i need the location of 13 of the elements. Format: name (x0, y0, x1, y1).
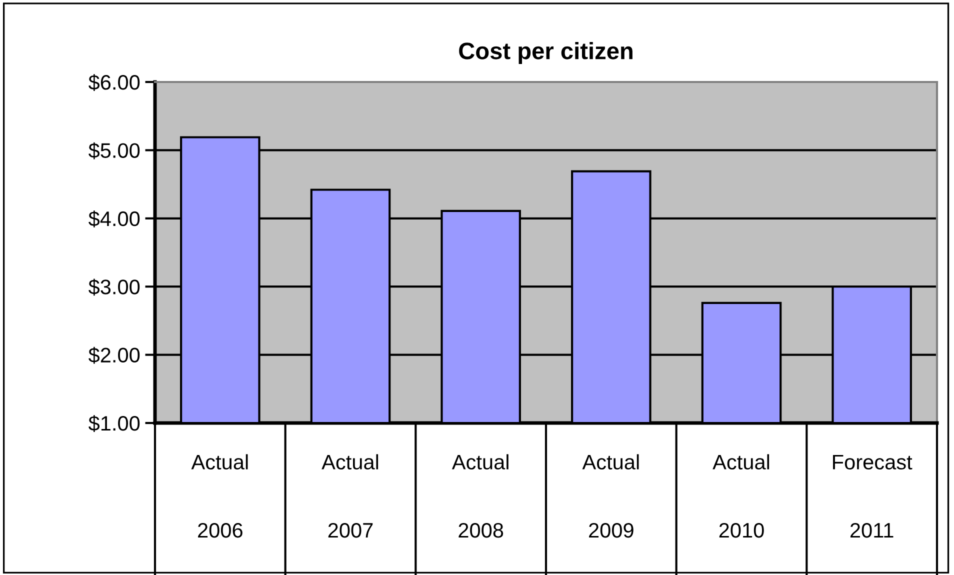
category-label: Actual 2009 (582, 454, 639, 538)
y-tick-label: $1.00 (88, 415, 140, 432)
chart-title: Cost per citizen (459, 42, 632, 64)
y-tick-label: $5.00 (88, 142, 140, 160)
category-label: Actual 2008 (452, 454, 508, 538)
category-label: Actual 2006 (191, 454, 248, 538)
y-tick-label: $2.00 (88, 346, 140, 364)
category-label: Actual 2010 (712, 454, 770, 538)
category-label: Forecast 2011 (833, 454, 912, 538)
y-tick-label: $6.00 (88, 74, 140, 91)
y-tick-label: $3.00 (88, 278, 140, 296)
category-label: Actual 2007 (322, 454, 378, 538)
y-tick-label: $4.00 (88, 210, 140, 228)
